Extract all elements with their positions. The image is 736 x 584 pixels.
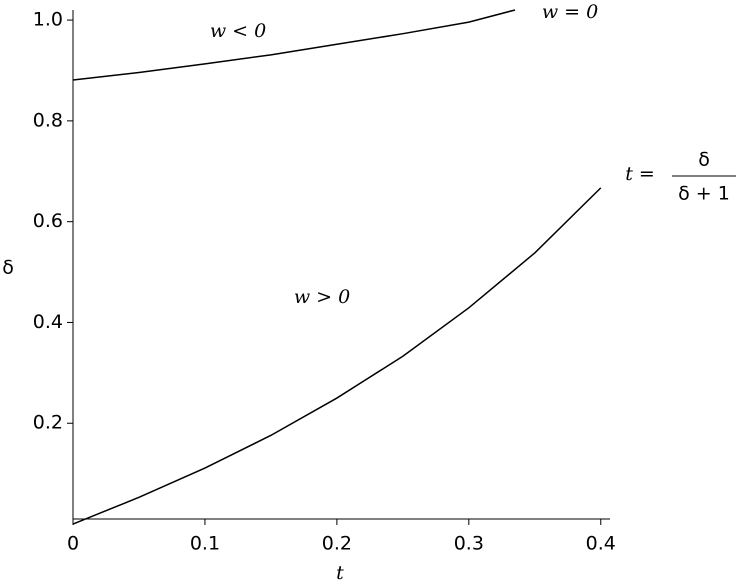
x-tick-label: 0.4	[586, 533, 616, 555]
annotation: w = 0	[542, 1, 598, 23]
x-tick-label: 0	[67, 533, 79, 555]
annotation: δ + 1	[678, 183, 730, 205]
annotation: t =	[625, 163, 655, 185]
annotation: w < 0	[210, 20, 266, 42]
annotation: δ	[698, 149, 710, 171]
line	[72, 9, 516, 81]
x-tick-label: 0.1	[190, 533, 220, 555]
y-tick-label: 0.4	[33, 311, 63, 333]
x-tick-label: 0.2	[322, 533, 352, 555]
x-tick-label: 0.3	[454, 533, 484, 555]
annotation: w > 0	[294, 286, 350, 308]
y-tick-label: 0.6	[33, 210, 63, 232]
y-tick-label: 0.8	[33, 109, 63, 131]
y-tick-label: 1.0	[33, 9, 63, 31]
line	[72, 187, 602, 525]
y-tick-label: 0.2	[33, 412, 63, 434]
y-axis-label: δ	[2, 257, 14, 279]
x-axis-label: t	[336, 562, 344, 584]
